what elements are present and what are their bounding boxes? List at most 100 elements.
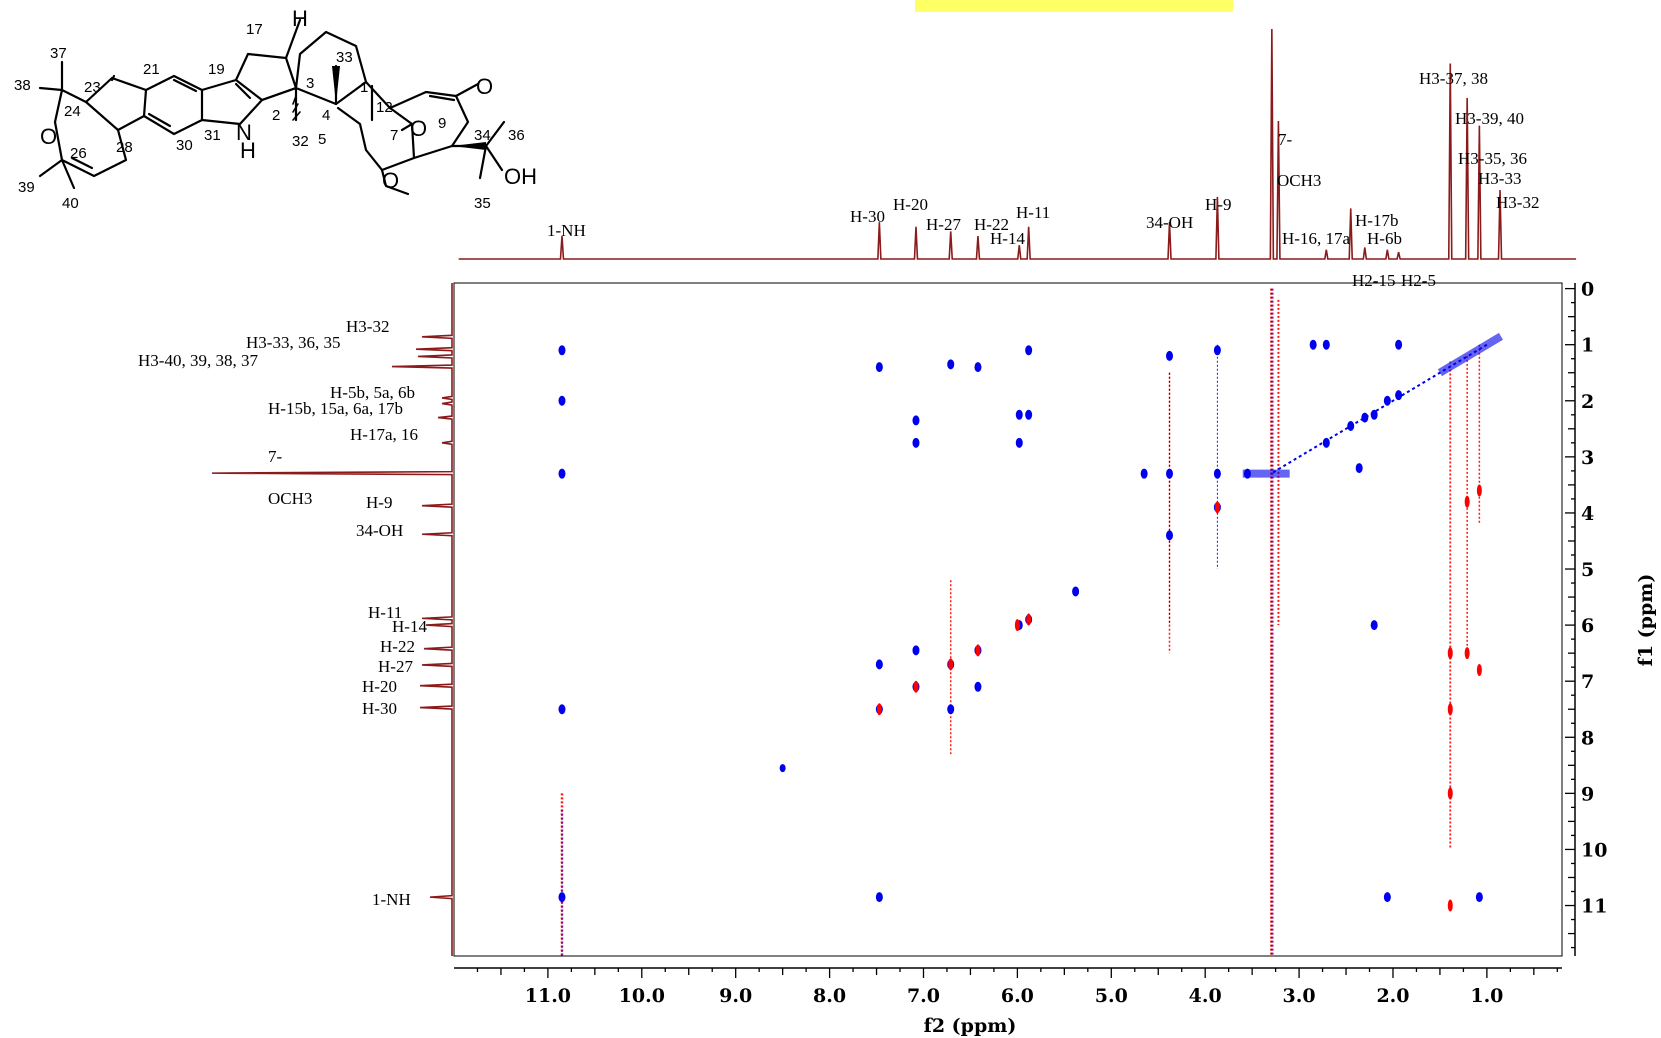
atom-label: 12 — [376, 99, 393, 116]
cross-peak-positive — [1355, 463, 1363, 474]
peak-label-h17b: H-17b — [1355, 211, 1398, 230]
x-tick-label: 3.0 — [1283, 985, 1316, 1007]
peak-label-h9: H-9 — [1205, 195, 1231, 214]
atom-label: 31 — [204, 127, 221, 144]
cross-peak-positive — [1025, 409, 1033, 420]
y-axis: 0 1 2 3 4 5 6 7 8 9 10 11 — [1565, 279, 1607, 956]
x-tick-label: 6.0 — [1001, 985, 1034, 1007]
x-tick-label: 11.0 — [525, 985, 571, 1007]
y-tick-label: 7 — [1581, 671, 1594, 693]
cross-peak-positive — [1395, 339, 1403, 350]
y-tick-label: 10 — [1581, 839, 1607, 861]
peak-label-h11: H-11 — [1016, 203, 1050, 222]
top-projection-spectrum — [458, 28, 1577, 260]
peak-label-h14: H-14 — [990, 229, 1025, 248]
cross-peak-negative — [975, 644, 981, 657]
projection-trace-f2 — [458, 28, 1577, 260]
peak-label-1nh: 1-NH — [372, 890, 411, 909]
atom-label: 34 — [474, 127, 491, 144]
x-tick-label: 10.0 — [619, 985, 665, 1007]
peak-label-h3-39-40: H3-39, 40 — [1455, 109, 1524, 128]
atom-label: 19 — [208, 61, 225, 78]
cross-peak-positive — [558, 395, 566, 406]
cross-peak-positive — [974, 362, 982, 373]
cross-peak-positive — [1015, 409, 1023, 420]
atom-label: 21 — [143, 61, 160, 78]
cross-peak-negative — [1464, 647, 1470, 660]
peak-label-h14: H-14 — [392, 617, 427, 636]
cross-peak-negative — [1447, 703, 1453, 716]
cross-peak-positive — [875, 362, 883, 373]
atom-label: 36 — [508, 127, 525, 144]
atom-label: 23 — [84, 79, 101, 96]
cross-peak-positive — [974, 681, 982, 692]
top-projection-labels: 1-NH H-30 H-20 H-27 H-22 H-14 H-11 34-OH… — [547, 69, 1539, 290]
cross-peak-positive — [912, 645, 920, 656]
y-tick-label: 8 — [1581, 727, 1594, 749]
cross-peak-positive — [1309, 339, 1317, 350]
atom-label: 1 — [360, 79, 368, 96]
x-tick-label: 4.0 — [1189, 985, 1222, 1007]
atom-label: 32 — [292, 133, 309, 150]
chemical-structure — [38, 18, 506, 196]
atom-label: 2 — [272, 107, 280, 124]
peak-label-h9: H-9 — [366, 493, 392, 512]
cross-peak-positive — [1347, 421, 1355, 432]
peak-label-h16-17a: H-16, 17a — [1282, 229, 1350, 248]
cross-peak-negative — [1214, 501, 1220, 514]
cross-peak-positive — [875, 659, 883, 670]
peak-label-och3: OCH3 — [268, 489, 312, 508]
y-tick-label: 1 — [1581, 335, 1594, 357]
cross-peak-positive — [912, 415, 920, 426]
peak-label-h3-37-38: H3-37, 38 — [1419, 69, 1488, 88]
atom-label: 3 — [306, 75, 314, 92]
peak-label-h22: H-22 — [380, 637, 415, 656]
cross-peaks — [558, 288, 1504, 956]
cross-peak-negative — [876, 703, 882, 716]
atom-label: 24 — [64, 103, 81, 120]
peak-label-1nh: 1-NH — [547, 221, 586, 240]
cross-peak-positive — [558, 892, 566, 903]
peak-label-h6b: H-6b — [1367, 229, 1402, 248]
atom-label: OH — [504, 164, 537, 189]
atom-label: 35 — [474, 195, 491, 212]
peak-label-h30: H-30 — [362, 699, 397, 718]
cross-peak-positive — [1015, 437, 1023, 448]
cross-peak-positive — [779, 764, 786, 773]
peak-label-h27: H-27 — [378, 657, 413, 676]
y-tick-label: 9 — [1581, 783, 1594, 805]
cross-peak-negative — [1447, 647, 1453, 660]
cross-peak-positive — [1370, 620, 1378, 631]
peak-label-h2-5: H2-5 — [1401, 271, 1436, 290]
atom-label: 5 — [318, 131, 326, 148]
atom-label: 9 — [438, 115, 446, 132]
cross-peak-positive — [1213, 468, 1221, 479]
y-tick-label: 2 — [1581, 391, 1594, 413]
yellow-highlight-strip — [915, 0, 1233, 12]
atom-label: 39 — [18, 179, 35, 196]
peak-label-h3-40-39-38-37: H3-40, 39, 38, 37 — [138, 351, 258, 370]
cross-peak-positive — [1395, 390, 1403, 401]
cross-peak-positive — [1322, 437, 1330, 448]
peak-label-h3-35-36: H3-35, 36 — [1458, 149, 1527, 168]
cross-peak-negative — [1447, 899, 1453, 912]
atom-label: 33 — [336, 49, 353, 66]
atom-label: 17 — [246, 21, 263, 38]
cross-peak-negative — [913, 680, 919, 693]
atom-label: 26 — [70, 145, 87, 162]
y-tick-label: 6 — [1581, 615, 1594, 637]
atom-label: O — [40, 124, 57, 149]
cross-peak-negative — [1476, 663, 1482, 676]
peak-label-34oh: 34-OH — [356, 521, 403, 540]
cross-peak-negative — [1014, 619, 1020, 632]
x-tick-label: 8.0 — [813, 985, 846, 1007]
projection-trace-f1 — [211, 283, 453, 956]
cross-peak-positive — [1475, 892, 1483, 903]
y-tick-label: 11 — [1581, 896, 1607, 918]
cross-peak-positive — [1370, 409, 1378, 420]
x-axis-title: f2 (ppm) — [924, 1015, 1017, 1037]
peak-label-h3-33: H3-33 — [1478, 169, 1521, 188]
atom-label: O — [476, 74, 493, 99]
cross-peak-positive — [558, 468, 566, 479]
